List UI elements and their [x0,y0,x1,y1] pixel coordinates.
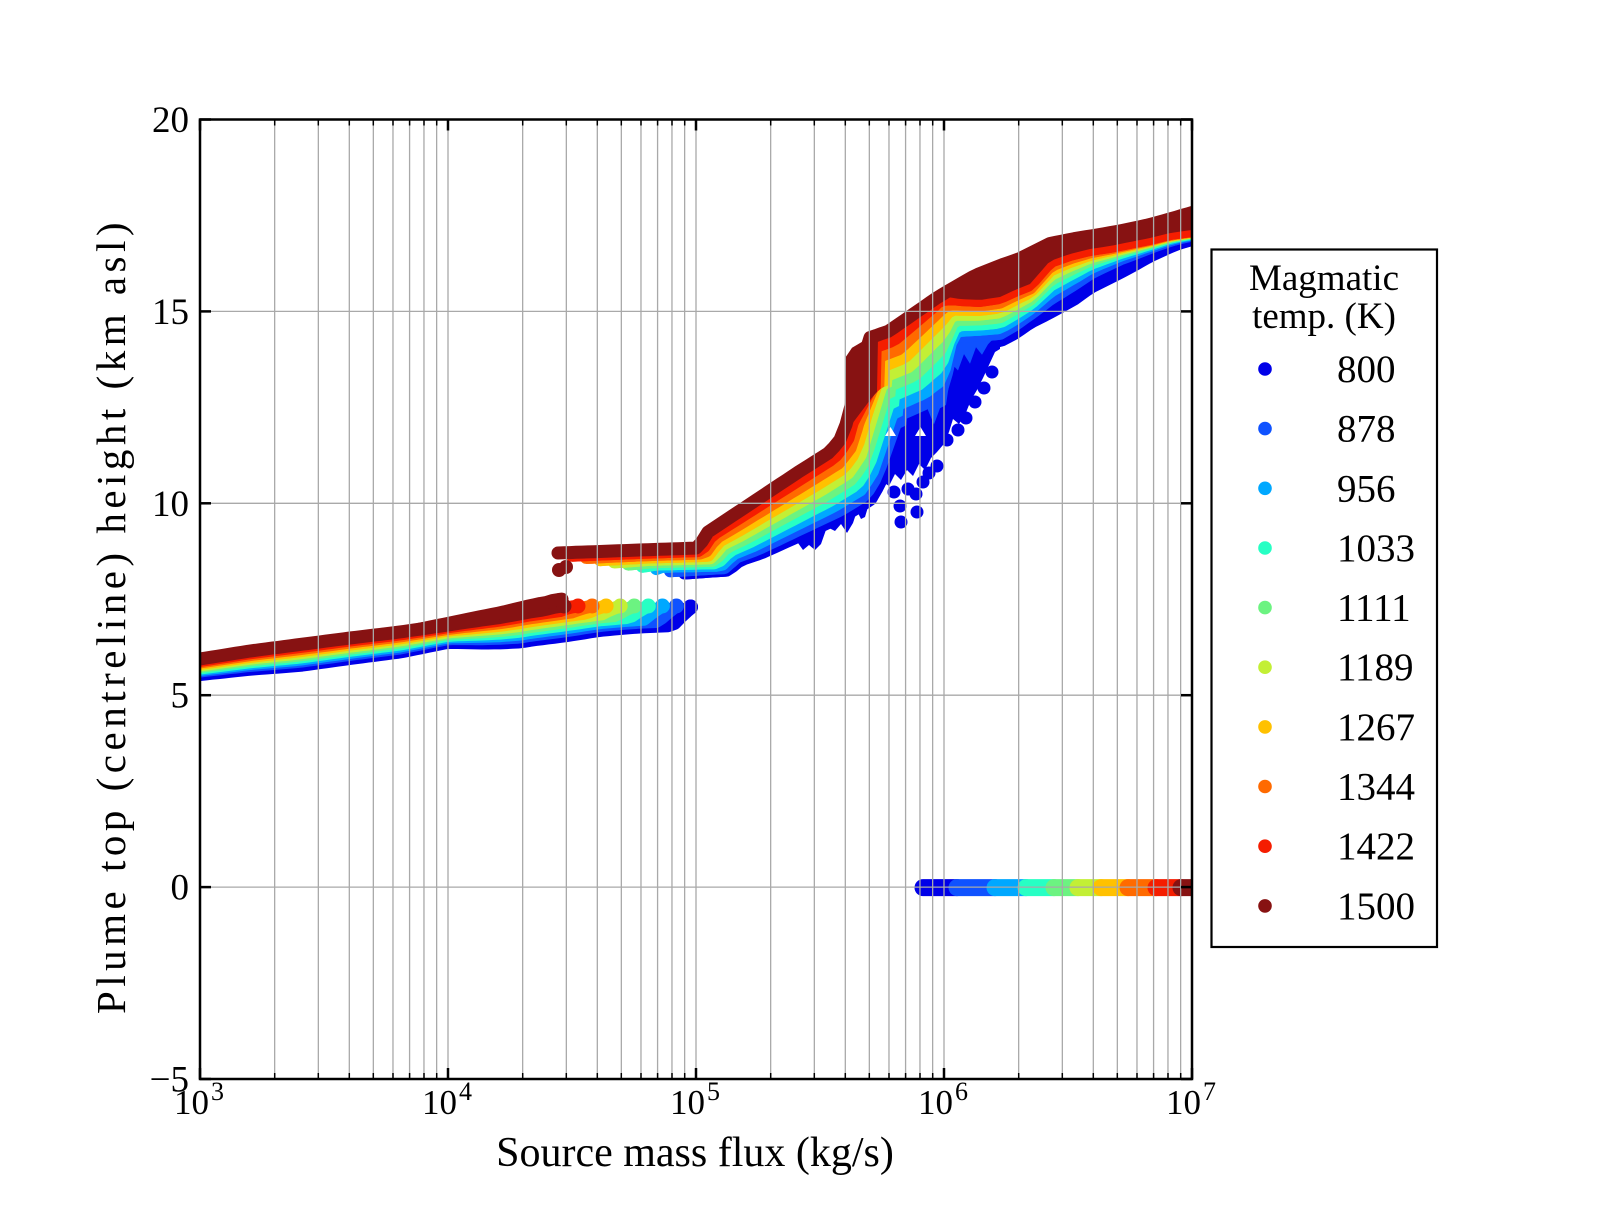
svg-text:10: 10 [152,484,189,525]
svg-text:20: 20 [152,100,189,141]
svg-text:3: 3 [211,1077,224,1106]
svg-text:10: 10 [174,1083,209,1122]
svg-text:10: 10 [670,1083,705,1122]
svg-text:1422: 1422 [1337,825,1415,868]
svg-text:Magmatic: Magmatic [1249,258,1399,299]
svg-text:878: 878 [1337,408,1396,451]
svg-text:10: 10 [918,1083,953,1122]
svg-text:1344: 1344 [1337,766,1415,809]
svg-text:5: 5 [171,676,190,717]
svg-text:1500: 1500 [1337,885,1415,928]
svg-text:15: 15 [152,292,189,333]
svg-text:1267: 1267 [1337,706,1415,749]
svg-text:Source mass flux (kg/s): Source mass flux (kg/s) [496,1130,894,1176]
svg-text:956: 956 [1337,467,1396,510]
svg-text:−5: −5 [150,1060,189,1101]
svg-text:800: 800 [1337,348,1396,391]
svg-text:10: 10 [422,1083,457,1122]
svg-text:0: 0 [171,868,190,909]
svg-text:6: 6 [955,1077,968,1106]
svg-text:Plume top (centreline) height: Plume top (centreline) height (km asl) [88,218,134,1014]
svg-text:10: 10 [1166,1083,1201,1122]
svg-text:5: 5 [707,1077,720,1106]
svg-text:1111: 1111 [1337,587,1411,630]
svg-text:temp. (K): temp. (K) [1252,296,1396,337]
svg-text:1033: 1033 [1337,527,1415,570]
svg-text:7: 7 [1203,1077,1216,1106]
svg-text:1189: 1189 [1337,646,1414,689]
svg-text:4: 4 [459,1077,472,1106]
